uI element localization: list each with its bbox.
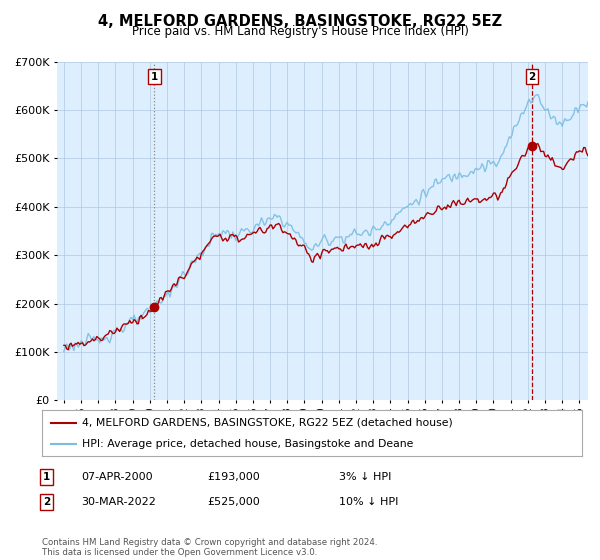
Text: Price paid vs. HM Land Registry's House Price Index (HPI): Price paid vs. HM Land Registry's House … [131, 25, 469, 38]
Text: 1: 1 [151, 72, 158, 82]
Text: HPI: Average price, detached house, Basingstoke and Deane: HPI: Average price, detached house, Basi… [83, 439, 414, 449]
Text: 3% ↓ HPI: 3% ↓ HPI [339, 472, 391, 482]
Text: 30-MAR-2022: 30-MAR-2022 [81, 497, 156, 507]
Text: 07-APR-2000: 07-APR-2000 [81, 472, 152, 482]
Text: 2: 2 [43, 497, 50, 507]
Text: 4, MELFORD GARDENS, BASINGSTOKE, RG22 5EZ: 4, MELFORD GARDENS, BASINGSTOKE, RG22 5E… [98, 14, 502, 29]
Text: £525,000: £525,000 [207, 497, 260, 507]
Text: Contains HM Land Registry data © Crown copyright and database right 2024.
This d: Contains HM Land Registry data © Crown c… [42, 538, 377, 557]
Text: £193,000: £193,000 [207, 472, 260, 482]
Text: 1: 1 [43, 472, 50, 482]
Text: 4, MELFORD GARDENS, BASINGSTOKE, RG22 5EZ (detached house): 4, MELFORD GARDENS, BASINGSTOKE, RG22 5E… [83, 418, 453, 428]
Text: 10% ↓ HPI: 10% ↓ HPI [339, 497, 398, 507]
Text: 2: 2 [529, 72, 536, 82]
